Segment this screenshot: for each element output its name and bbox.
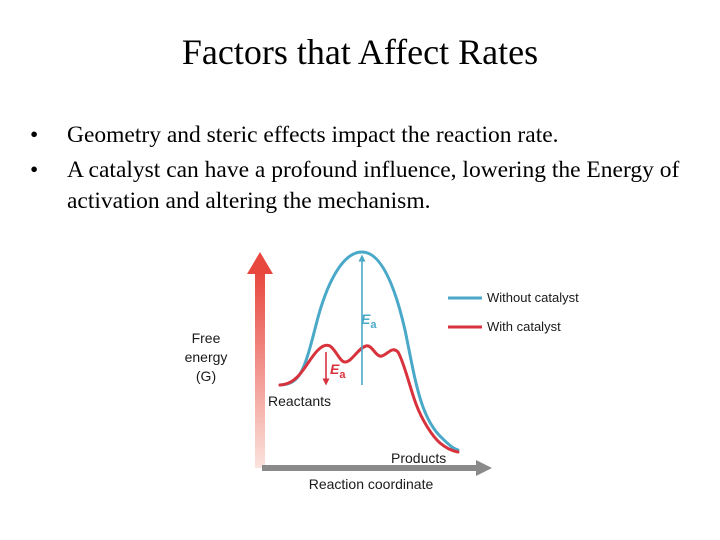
products-label: Products [391,450,446,466]
uncatalyzed-curve [278,250,460,452]
ea-subscript: a [339,369,346,381]
y-axis-label: Free energy (G) [185,330,228,384]
bullet-item: • A catalyst can have a profound influen… [30,155,700,217]
y-axis-label-line: energy [185,349,228,365]
bullet-item: • Geometry and steric effects impact the… [30,120,700,151]
x-axis-label: Reaction coordinate [309,476,434,492]
x-axis-arrowhead [476,460,492,476]
legend-label-catalyzed: With catalyst [487,319,561,334]
x-axis-shaft [262,465,478,471]
legend: Without catalyst With catalyst [448,290,579,334]
y-axis-label-line: (G) [196,368,216,384]
ea-symbol: E [330,361,340,377]
legend-label-uncatalyzed: Without catalyst [487,290,579,305]
x-axis-arrow [262,460,492,476]
bullet-marker: • [30,157,39,183]
slide-title: Factors that Affect Rates [181,32,539,72]
y-axis-arrow [247,252,273,468]
y-axis-label-line: Free [192,330,221,346]
reactants-label: Reactants [268,393,331,409]
bullet-text: Geometry and steric effects impact the r… [67,122,559,148]
ea-symbol: E [361,311,371,327]
bullet-list: • Geometry and steric effects impact the… [30,120,700,221]
ea-label-catalyzed: Ea [330,361,346,381]
bullet-text: A catalyst can have a profound influence… [67,157,680,214]
y-axis-shaft [255,272,265,468]
ea-label-uncatalyzed: Ea [361,311,377,331]
y-axis-arrowhead [247,252,273,274]
bullet-marker: • [30,122,39,148]
ea-subscript: a [370,319,377,331]
catalyzed-curve [278,343,460,454]
